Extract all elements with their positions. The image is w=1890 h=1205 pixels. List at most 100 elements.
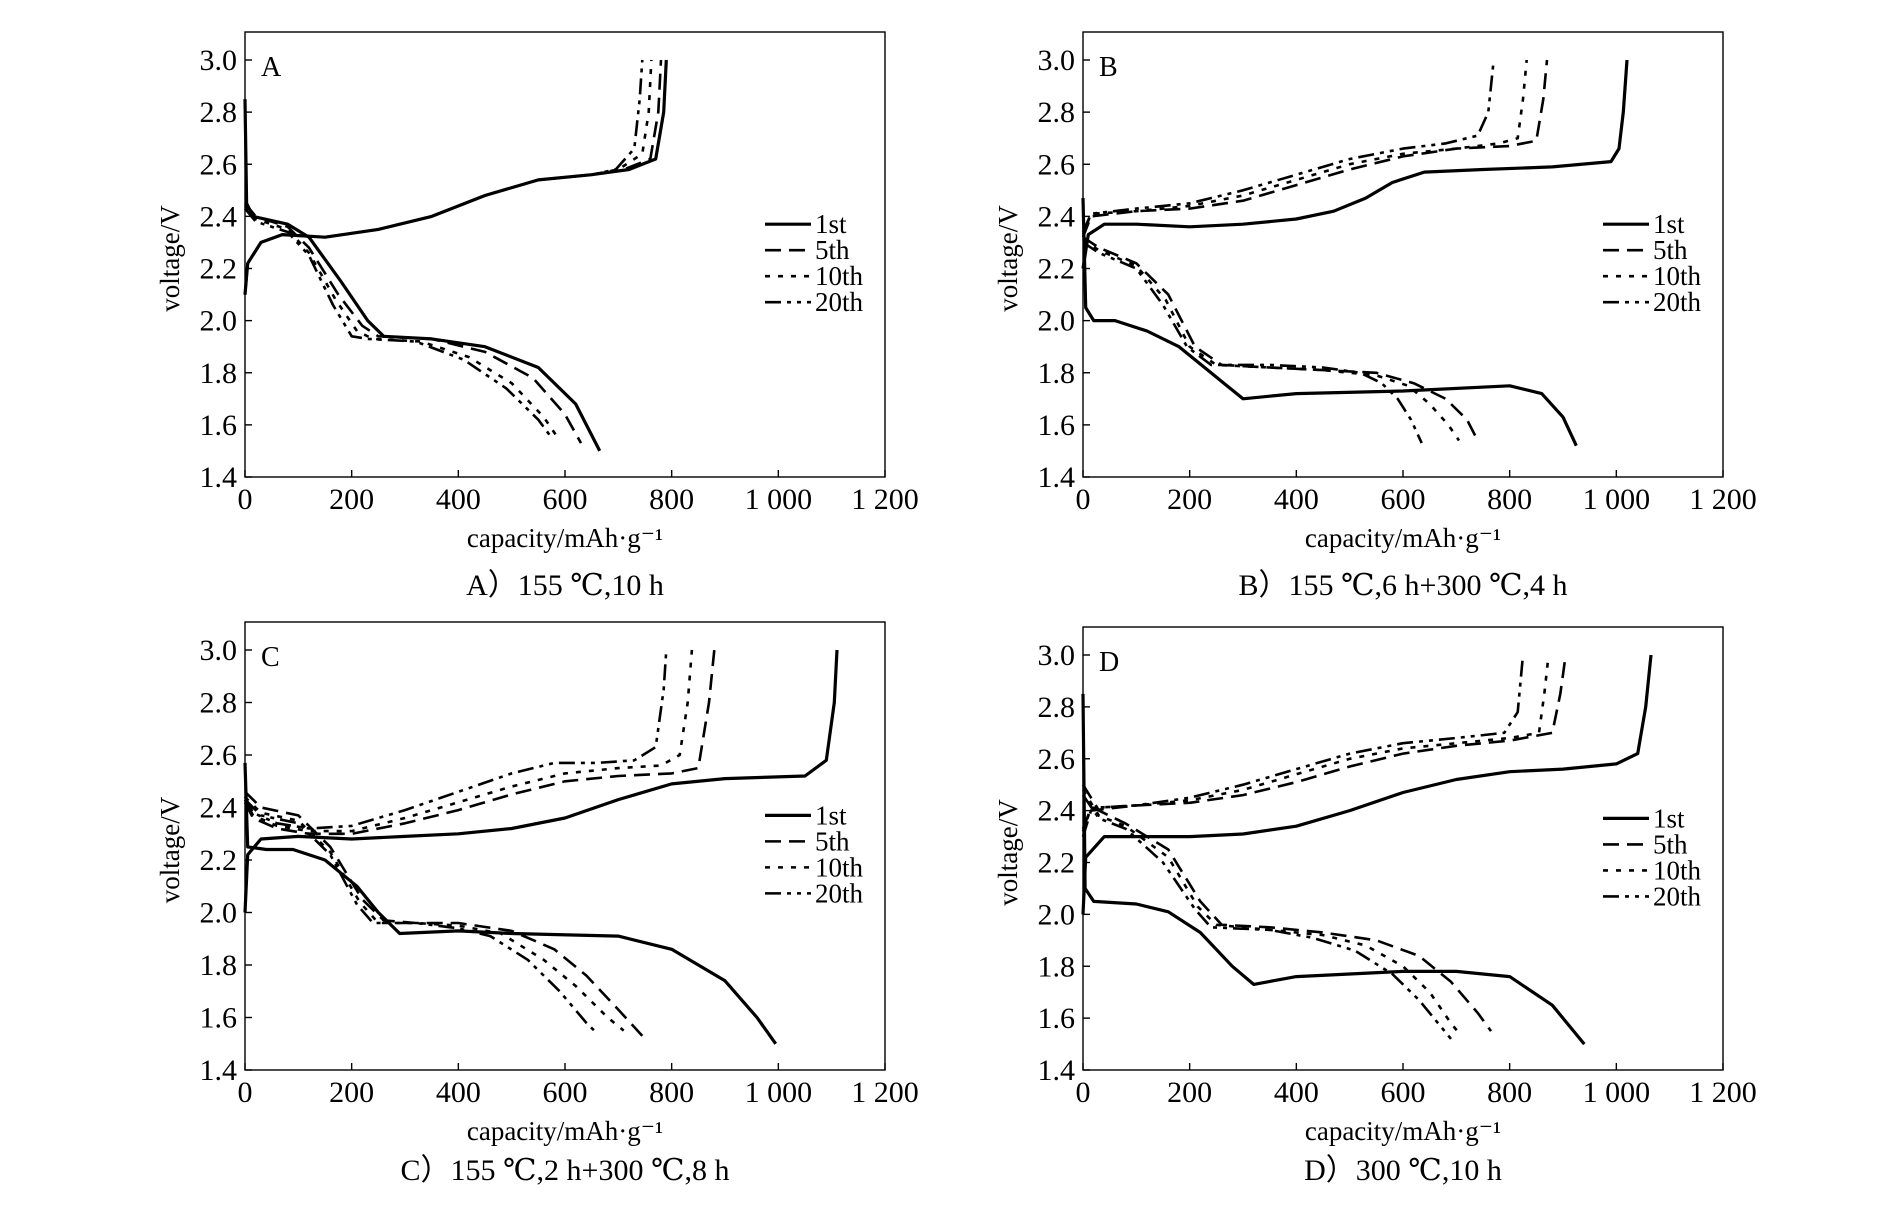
y-tick-label: 2.6 <box>1038 148 1076 181</box>
x-axis-label: capacity/mAh·g⁻¹ <box>467 1116 663 1146</box>
y-axis-label: voltage/V <box>155 796 185 903</box>
series-5th-charge-line <box>1081 59 1549 238</box>
y-tick-label: 2.8 <box>200 96 238 129</box>
x-tick-label: 600 <box>1381 1076 1426 1109</box>
legend-label: 5th <box>1653 235 1688 265</box>
y-tick-label: 2.2 <box>200 253 238 286</box>
x-tick-label: 800 <box>649 483 694 516</box>
series-10th-charge-line <box>243 649 694 833</box>
y-tick-label: 2.8 <box>1038 96 1076 129</box>
series-5th-discharge-line <box>243 202 583 444</box>
panel-caption: A）155 ℃,10 h <box>466 569 664 602</box>
y-tick-label: 1.8 <box>1038 950 1076 983</box>
panel-caption: D）300 ℃,10 h <box>1304 1154 1502 1187</box>
plot-frame <box>244 31 886 478</box>
legend-label: 20th <box>815 287 864 317</box>
x-tick-label: 200 <box>1167 483 1212 516</box>
x-tick-label: 400 <box>1274 1076 1319 1109</box>
x-axis-label: capacity/mAh·g⁻¹ <box>1305 1116 1501 1146</box>
panel-letter: A <box>261 52 282 83</box>
legend-label: 5th <box>815 235 850 265</box>
panel-caption: B）155 ℃,6 h+300 ℃,4 h <box>1238 569 1567 602</box>
series-20th-charge-line <box>243 649 668 830</box>
y-tick-label: 3.0 <box>1038 639 1076 672</box>
x-tick-label: 400 <box>436 1076 481 1109</box>
series-1st-discharge-line <box>243 762 778 1045</box>
series-10th-charge-line <box>1081 654 1550 832</box>
x-tick-label: 600 <box>543 1076 588 1109</box>
y-tick-label: 1.8 <box>200 949 238 982</box>
x-tick-label: 1 200 <box>1689 1076 1757 1109</box>
legend-label: 20th <box>1653 287 1702 317</box>
y-tick-label: 1.6 <box>1038 409 1076 442</box>
series-5th-charge-line <box>243 59 663 295</box>
chart-panel-d: 1.4 1.6 1.8 2.0 2.2 2.4 2.6 2.8 3.0 0 200 400 600 800… <box>993 626 1757 1187</box>
series-10th-charge-line <box>243 59 653 295</box>
x-tick-label: 400 <box>436 483 481 516</box>
series-10th-discharge-line <box>1081 789 1463 1038</box>
legend-label: 10th <box>815 852 864 882</box>
chart-panel-b: 1.4 1.6 1.8 2.0 2.2 2.4 2.6 2.8 3.0 0 200 400 600 800… <box>993 31 1757 602</box>
series-20th-charge-line <box>1081 59 1495 233</box>
panel-letter: C <box>261 642 280 673</box>
y-tick-label: 1.6 <box>200 409 238 442</box>
x-tick-label: 0 <box>1076 1076 1091 1109</box>
panel-letter: B <box>1099 52 1118 83</box>
series-20th-discharge-line <box>1081 794 1453 1040</box>
series-10th-charge-line <box>1081 59 1528 236</box>
x-tick-label: 1 000 <box>1583 483 1651 516</box>
y-tick-label: 2.2 <box>1038 253 1076 286</box>
y-tick-label: 1.6 <box>1038 1002 1076 1035</box>
y-tick-label: 1.4 <box>1038 461 1076 494</box>
y-tick-label: 2.2 <box>1038 847 1076 880</box>
legend-label: 5th <box>1653 829 1688 859</box>
x-tick-label: 800 <box>1487 1076 1532 1109</box>
x-tick-label: 800 <box>649 1076 694 1109</box>
x-axis-label: capacity/mAh·g⁻¹ <box>467 523 663 553</box>
y-tick-label: 2.2 <box>200 844 238 877</box>
series-5th-charge-line <box>1081 654 1567 837</box>
y-tick-label: 2.4 <box>1038 795 1076 828</box>
y-tick-label: 1.4 <box>200 1054 238 1087</box>
series-20th-charge-line <box>243 59 644 295</box>
x-tick-label: 1 000 <box>745 483 813 516</box>
x-tick-label: 1 200 <box>851 1076 919 1109</box>
x-tick-label: 1 200 <box>851 483 919 516</box>
y-tick-label: 2.4 <box>200 792 238 825</box>
x-tick-label: 200 <box>329 1076 374 1109</box>
x-tick-label: 0 <box>238 483 253 516</box>
y-tick-label: 1.4 <box>1038 1054 1076 1087</box>
legend-label: 10th <box>1653 261 1702 291</box>
y-tick-label: 1.4 <box>200 461 238 494</box>
legend-label: 10th <box>815 261 864 291</box>
plot-frame <box>244 621 886 1071</box>
y-tick-label: 2.8 <box>200 687 238 720</box>
plot-frame <box>1082 626 1724 1071</box>
x-axis-label: capacity/mAh·g⁻¹ <box>1305 523 1501 553</box>
series-1st-charge-line <box>243 649 839 913</box>
x-tick-label: 1 200 <box>1689 483 1757 516</box>
y-tick-label: 1.8 <box>1038 357 1076 390</box>
y-tick-label: 1.8 <box>200 357 238 390</box>
y-tick-label: 2.0 <box>1038 305 1076 338</box>
y-tick-label: 3.0 <box>200 44 238 77</box>
series-5th-charge-line <box>243 649 716 836</box>
y-tick-label: 2.4 <box>200 200 238 233</box>
y-tick-label: 2.6 <box>200 148 238 181</box>
series-10th-discharge-line <box>243 205 561 442</box>
x-tick-label: 0 <box>1076 483 1091 516</box>
legend-label: 10th <box>1653 855 1702 885</box>
legend-label: 1st <box>1653 803 1685 833</box>
legend-label: 1st <box>815 209 847 239</box>
series-20th-charge-line <box>1081 654 1525 830</box>
x-tick-label: 1 000 <box>745 1076 813 1109</box>
x-tick-label: 1 000 <box>1583 1076 1651 1109</box>
y-tick-label: 2.0 <box>200 305 238 338</box>
legend-label: 5th <box>815 826 850 856</box>
plot-frame <box>1082 31 1724 478</box>
y-tick-label: 2.8 <box>1038 691 1076 724</box>
series-20th-discharge-line <box>1082 241 1423 444</box>
series-1st-discharge-line <box>1081 198 1578 447</box>
x-tick-label: 400 <box>1274 483 1319 516</box>
